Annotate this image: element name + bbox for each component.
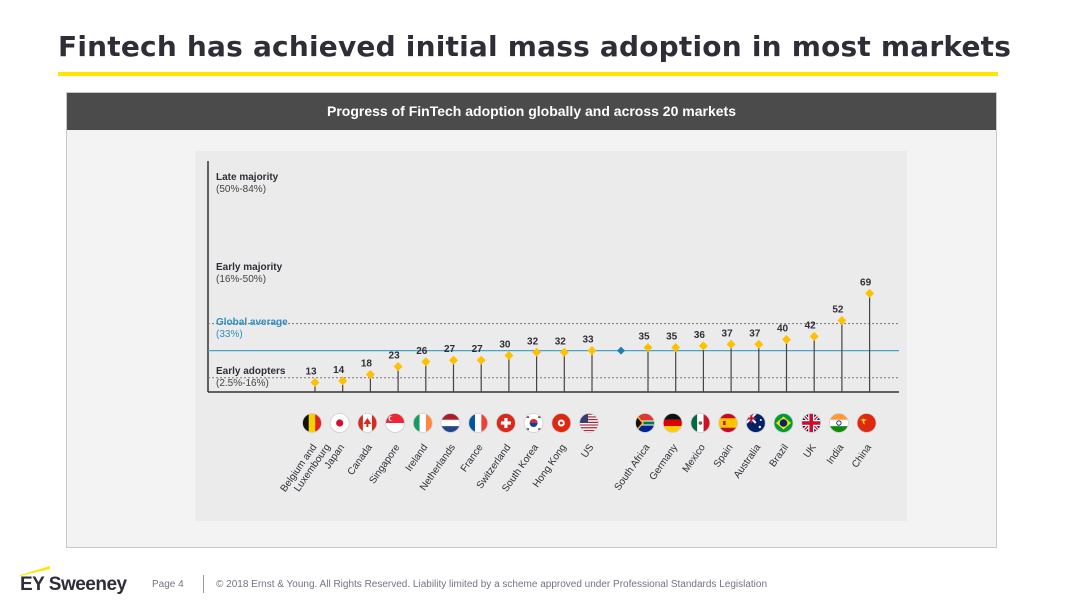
marker-netherlands: [449, 355, 458, 365]
flag-uk-icon: [801, 413, 822, 433]
marker-china: [865, 288, 875, 298]
footer-copyright: © 2018 Ernst & Young. All Rights Reserve…: [216, 579, 768, 590]
footer-logo: EY Sweeney: [20, 574, 127, 595]
value-label-singapore: 23: [389, 351, 401, 362]
marker-spain: [726, 339, 736, 349]
marker-australia: [754, 339, 764, 349]
marker-brazil: [782, 335, 791, 345]
chart-panel: Late majority (50%-84%) Early majority (16%…: [66, 92, 997, 548]
value-label-france: 27: [472, 344, 484, 355]
value-label-switzerland: 30: [499, 339, 511, 350]
value-label-netherlands: 27: [444, 344, 456, 355]
value-label-spain: 37: [722, 328, 734, 339]
value-label-south-korea: 32: [527, 336, 539, 347]
flag-south-korea-icon: [523, 413, 544, 433]
flag-spain-icon: [718, 413, 738, 433]
marker-ireland: [421, 357, 431, 367]
band-range-early-adopters: (2.5%-16%): [216, 378, 269, 389]
marker-south-africa: [643, 342, 653, 352]
value-label-belgium-and-luxembourg: 13: [305, 366, 317, 377]
value-label-india: 52: [832, 304, 844, 315]
value-label-canada: 18: [361, 359, 373, 370]
slide-title: Fintech has achieved initial mass adopti…: [58, 30, 1012, 63]
value-label-germany: 35: [666, 331, 678, 342]
marker-germany: [671, 342, 681, 352]
marker-south-korea: [532, 347, 542, 357]
ey-beam-icon: [20, 566, 50, 576]
marker-belgium-and-luxembourg: [310, 377, 320, 387]
marker-singapore: [393, 362, 403, 372]
flag-us-icon: [579, 413, 599, 433]
band-range-early-majority: (16%-50%): [216, 274, 266, 285]
flag-china-icon: [856, 413, 877, 433]
flag-netherlands-icon: [440, 413, 461, 433]
flag-south-africa-icon: [635, 413, 655, 433]
band-label-early-majority: Early majority: [216, 262, 283, 273]
value-label-brazil: 40: [777, 324, 789, 335]
marker-canada: [365, 370, 375, 380]
value-label-mexico: 36: [694, 330, 706, 341]
footer-page-number: Page 4: [152, 579, 184, 590]
flag-mexico-icon: [690, 413, 711, 433]
value-label-australia: 37: [749, 328, 761, 339]
flag-germany-icon: [662, 413, 683, 433]
flag-ireland-icon: [412, 413, 433, 433]
band-label-global-average: Global average: [216, 317, 288, 328]
fintech-adoption-chart: Late majority(50%-84%) Early majority(16%…: [195, 151, 907, 521]
flag-india-icon: [829, 413, 849, 433]
value-label-china: 69: [860, 277, 872, 288]
value-label-uk: 42: [805, 320, 817, 331]
flag-france-icon: [468, 413, 489, 433]
marker-france: [476, 355, 486, 365]
flag-singapore-icon: [385, 413, 406, 433]
marker-hong-kong: [559, 347, 569, 357]
flag-canada-icon: [357, 413, 378, 433]
marker-switzerland: [504, 350, 514, 360]
flag-australia-icon: [745, 413, 766, 433]
value-label-us: 33: [582, 335, 594, 346]
marker-india: [837, 315, 847, 325]
band-label-early-adopters: Early adopters: [216, 366, 286, 377]
value-label-japan: 14: [333, 365, 345, 376]
chart-header: Progress of FinTech adoption globally an…: [67, 93, 996, 130]
flag-brazil-icon: [773, 413, 794, 433]
title-rule: [58, 72, 998, 76]
value-label-ireland: 26: [416, 346, 428, 357]
chart-plot-background: [195, 151, 907, 521]
flag-hong-kong-icon: [551, 413, 572, 433]
footer-separator: [203, 575, 204, 593]
flag-switzerland-icon: [495, 413, 516, 433]
value-label-hong-kong: 32: [555, 336, 567, 347]
band-range-global-average: (33%): [216, 329, 243, 340]
marker-japan: [338, 376, 348, 386]
band-range-late-majority: (50%-84%): [216, 184, 266, 195]
global-average-marker: [617, 346, 625, 355]
flag-belgium-luxembourg-icon: [302, 413, 322, 433]
marker-mexico: [698, 341, 708, 351]
value-label-south-africa: 35: [638, 331, 650, 342]
marker-uk: [809, 331, 819, 341]
flag-japan-icon: [329, 413, 350, 433]
band-label-late-majority: Late majority: [216, 172, 279, 183]
marker-us: [587, 346, 597, 356]
